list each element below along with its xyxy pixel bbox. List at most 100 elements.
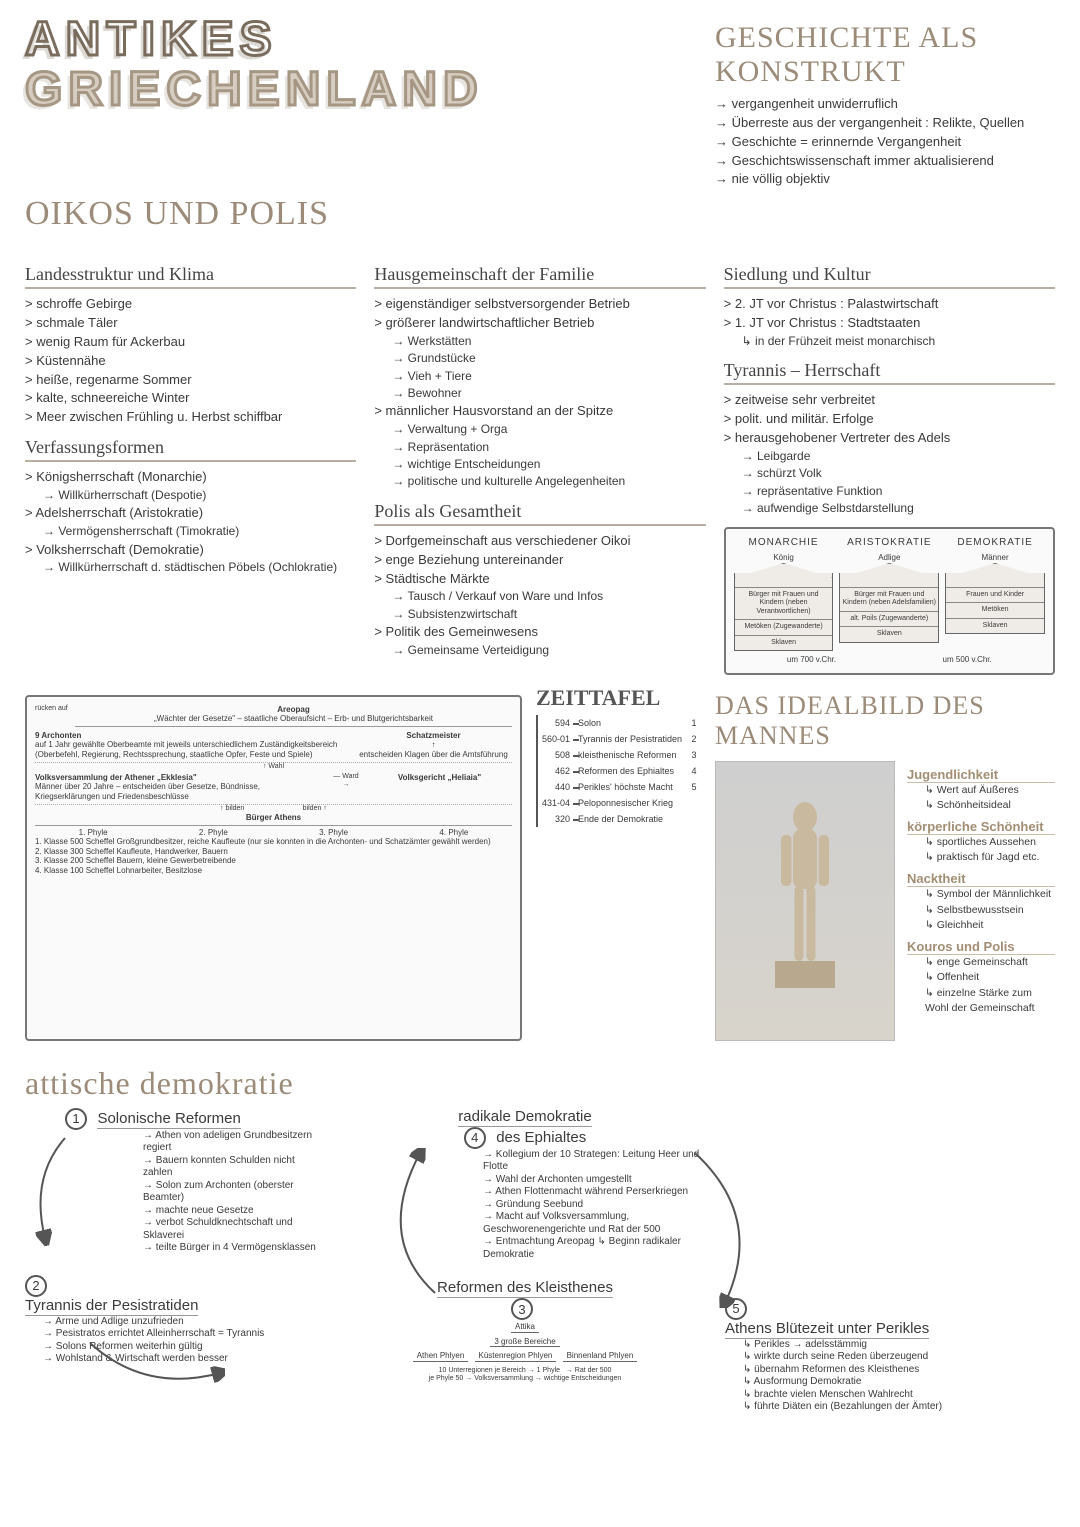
idealbild-block: DAS IDEALBILD DES MANNES JugendlichkeitW…: [715, 685, 1055, 1041]
tl-year: 560-01: [538, 731, 574, 747]
mid-row: rücken auf Areopag „Wächter der Gesetze"…: [25, 685, 1055, 1041]
steps-left: 1 Solonische Reformen Athen von adeligen…: [25, 1108, 325, 1414]
tree-node: Küstenregion Phlyen: [475, 1351, 557, 1362]
phyle: 1. Phyle: [35, 828, 151, 838]
bilden: bilden: [226, 805, 245, 812]
list-item: Gleichheit: [925, 918, 1055, 933]
govt-cell: Sklaven: [840, 626, 938, 641]
klasse-row: 2. Klasse 300 Scheffel Kaufleute, Handwe…: [35, 847, 512, 857]
list-item: Repräsentation: [392, 439, 705, 456]
ideal-list: Symbol der MännlichkeitSelbstbewusstsein…: [907, 887, 1055, 933]
polis-heading: Polis als Gesamtheit: [374, 501, 705, 526]
tl-year: 594: [538, 715, 574, 731]
list-item: 1. JT vor Christus : Stadtstaaten: [724, 314, 1055, 333]
kleisthenes-tree: Attika 3 große Bereiche Athen Phlyen Küs…: [345, 1320, 705, 1384]
list-item: enge Beziehung untereinander: [374, 551, 705, 570]
list-item: Küstennähe: [25, 352, 356, 371]
tree-node: Binnenland Phlyen: [563, 1351, 638, 1362]
tl-num: 1: [687, 715, 701, 731]
list-item: männlicher Hausvorstand an der Spitze: [374, 402, 705, 421]
govt-col-h: ARISTOKRATIE: [839, 537, 939, 549]
landes-list: schroffe Gebirge schmale Täler wenig Rau…: [25, 295, 356, 427]
list-item: Wert auf Äußeres: [925, 783, 1055, 798]
ideal-subheading: körperliche Schönheit: [907, 819, 1055, 835]
list-item: Überreste aus der vergangenheit : Relikt…: [715, 114, 1055, 133]
list-item: politische und kulturelle Angelegenheite…: [392, 473, 705, 490]
step-title: Tyrannis der Pesistratiden: [25, 1297, 198, 1316]
govt-foot: um 500 v.Chr.: [943, 655, 992, 665]
buerger: Bürger Athens: [35, 813, 512, 826]
list-item: zeitweise sehr verbreitet: [724, 391, 1055, 410]
tl-num: 3: [687, 747, 701, 763]
step-badge: 4: [464, 1127, 486, 1149]
list-item: Gründung Seebund: [483, 1199, 705, 1212]
tl-text: Tyrannis der Pesistratiden: [574, 731, 687, 747]
list-item: Ausformung Demokratie: [743, 1376, 1025, 1389]
govt-cell: Bürger mit Frauen und Kindern (neben Ver…: [735, 587, 833, 619]
list-item: Solon zum Archonten (oberster Beamter): [143, 1180, 325, 1205]
haus-list: eigenständiger selbstversorgender Betrie…: [374, 295, 705, 491]
title-line1: ANTIKES: [25, 15, 695, 65]
govt-top: König: [734, 553, 834, 563]
list-item: Dorfgemeinschaft aus verschiedener Oikoi: [374, 532, 705, 551]
areopag-diagram: rücken auf Areopag „Wächter der Gesetze"…: [25, 695, 522, 1041]
steps-right: 5 Athens Blütezeit unter Perikles Perikl…: [725, 1108, 1025, 1414]
verfassung-heading: Verfassungsformen: [25, 437, 356, 462]
list-item: Subsistenzwirtschaft: [392, 606, 705, 623]
list-item: Arme und Adlige unzufrieden: [43, 1316, 325, 1329]
list-item: Verwaltung + Orga: [392, 421, 705, 438]
tree-node: 3 große Bereiche: [490, 1337, 559, 1348]
tl-num: 5: [687, 779, 701, 795]
list-item: Königsherrschaft (Monarchie): [25, 468, 356, 487]
house-icon: Frauen und Kinder Metöken Sklaven: [945, 573, 1045, 634]
tl-year: 440: [538, 779, 574, 795]
list-item: Selbstbewusstsein: [925, 903, 1055, 918]
list-item: Städtische Märkte: [374, 570, 705, 589]
areopag-title: Areopag: [277, 705, 309, 714]
govt-top: Männer: [945, 553, 1045, 563]
list-item: Leibgarde: [742, 448, 1055, 465]
govt-col-h: MONARCHIE: [734, 537, 834, 549]
attische-heading: attische demokratie: [25, 1065, 1055, 1102]
polis-list: Dorfgemeinschaft aus verschiedener Oikoi…: [374, 532, 705, 660]
list-item: aufwendige Selbstdarstellung: [742, 500, 1055, 517]
timeline-row: 320Ende der Demokratie: [536, 811, 701, 827]
list-item: Bewohner: [392, 385, 705, 402]
tree-foot: → Rat der 500: [566, 1367, 612, 1374]
areopag-subtitle: „Wächter der Gesetze" – staatliche Obera…: [154, 714, 433, 723]
tl-text: Solon: [574, 715, 687, 731]
wahl: Wahl: [268, 763, 284, 770]
list-item: Grundstücke: [392, 350, 705, 367]
ideal-list: enge GemeinschaftOffenheiteinzelne Stärk…: [907, 955, 1055, 1016]
attische-block: attische demokratie 1 Solonische Reforme…: [25, 1059, 1055, 1414]
list-item: größerer landwirtschaftlicher Betrieb: [374, 314, 705, 333]
step-title: Solonische Reformen: [97, 1110, 240, 1129]
klasse-row: 1. Klasse 500 Scheffel Großgrundbesitzer…: [35, 837, 512, 847]
tree-node: Attika: [511, 1322, 539, 1333]
timeline-row: 594Solon1: [536, 715, 701, 731]
step-title: Athens Blütezeit unter Perikles: [725, 1320, 929, 1339]
govt-cell: Bürger mit Frauen und Kindern (neben Ade…: [840, 587, 938, 611]
list-item: polit. und militär. Erfolge: [724, 410, 1055, 429]
col-right: Siedlung und Kultur 2. JT vor Christus :…: [724, 254, 1055, 674]
list-item: teilte Bürger in 4 Vermögensklassen: [143, 1242, 325, 1255]
col-left: Landesstruktur und Klima schroffe Gebirg…: [25, 254, 356, 674]
list-item: enge Gemeinschaft: [925, 955, 1055, 970]
tl-year: 508: [538, 747, 574, 763]
tl-year: 462: [538, 763, 574, 779]
list-item: heiße, regenarme Sommer: [25, 371, 356, 390]
ideal-heading: DAS IDEALBILD DES MANNES: [715, 691, 1055, 751]
list-item: Athen von adeligen Grundbesitzern regier…: [143, 1130, 325, 1155]
steps-mid: radikale Demokratie 4 des Ephialtes Koll…: [345, 1108, 705, 1414]
phyle: 2. Phyle: [155, 828, 271, 838]
arrow-icon: [85, 1338, 225, 1398]
list-item: Gemeinsame Verteidigung: [392, 642, 705, 659]
tree-node: Athen Phlyen: [413, 1351, 469, 1362]
list-item: in der Frühzeit meist monarchisch: [742, 333, 1055, 350]
arrow-icon: [685, 1148, 775, 1308]
zeittafel: ZEITTAFEL 594Solon1560-01Tyrannis der Pe…: [536, 685, 701, 1041]
step-badge: 2: [25, 1275, 47, 1297]
list-item: kalte, schneereiche Winter: [25, 389, 356, 408]
list-item: wenig Raum für Ackerbau: [25, 333, 356, 352]
tree-foot: 10 Unterregionen je Bereich → 1 Phyle: [439, 1367, 560, 1374]
